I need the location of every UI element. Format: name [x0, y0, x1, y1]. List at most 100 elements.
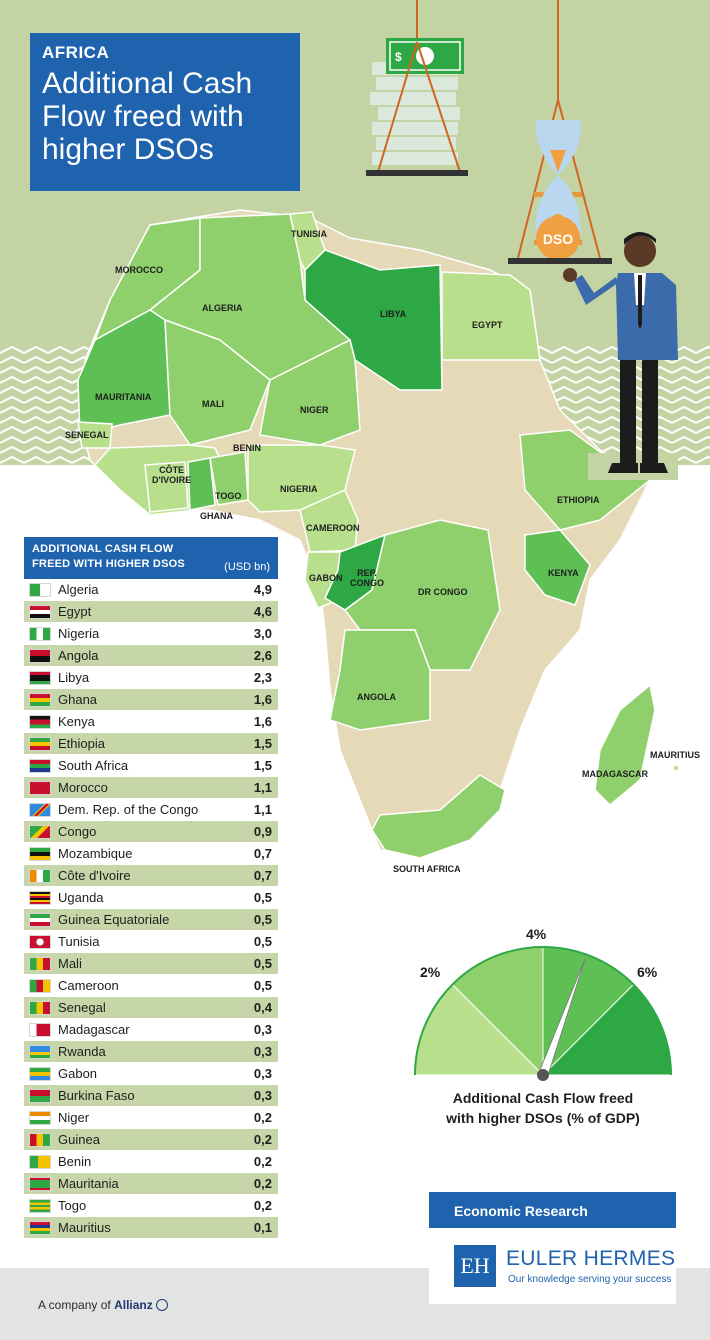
money-stack-icon: $: [370, 38, 464, 165]
table-row: South Africa 1,5: [24, 755, 278, 777]
flag-angola-icon: [29, 648, 51, 663]
country-value: 1,6: [253, 692, 272, 707]
title-kicker: AFRICA: [42, 43, 110, 62]
map-label-mauritius: MAURITIUS: [650, 750, 700, 760]
map-label-repcongo: REP. CONGO: [350, 568, 385, 588]
country-name: Congo: [58, 824, 97, 839]
country-name: Mozambique: [58, 846, 133, 861]
country-value: 0,5: [253, 978, 272, 993]
table-row: Mauritius 0,1: [24, 1217, 278, 1239]
table-row: Ghana 1,6: [24, 689, 278, 711]
country-name: Rwanda: [58, 1044, 106, 1059]
flag-burkina-faso-icon: [29, 1088, 51, 1103]
map-label-morocco: MOROCCO: [115, 265, 163, 275]
table-body: Algeria 4,9 Egypt 4,6 Nigeria 3,0 Angola 2,6 Lib…: [24, 579, 278, 1239]
map-label-togo: TOGO: [215, 491, 242, 501]
scale-dso-label: DSO: [543, 231, 573, 247]
country-value: 0,3: [253, 1088, 272, 1103]
country-name: Kenya: [58, 714, 95, 729]
allianz-credit: A company of Allianz: [38, 1298, 169, 1312]
country-name: Ghana: [58, 692, 98, 707]
mali-shape: [164, 318, 271, 446]
country-value: 0,1: [253, 1220, 272, 1235]
country-value: 0,4: [253, 1000, 272, 1015]
map-label-senegal: SENEGAL: [65, 430, 109, 440]
allianz-name: Allianz: [114, 1298, 153, 1312]
niger-shape: [259, 338, 361, 446]
map-label-southafrica: SOUTH AFRICA: [393, 864, 461, 874]
flag-ethiopia-icon: [29, 736, 51, 751]
country-name: Mali: [58, 956, 82, 971]
table-unit: (USD bn): [224, 561, 270, 573]
flag-gabon-icon: [29, 1066, 51, 1081]
country-name: Guinea Equatoriale: [58, 912, 170, 927]
country-value: 4,6: [253, 604, 272, 619]
country-name: Madagascar: [58, 1022, 130, 1037]
flag-c-te-d-ivoire-icon: [29, 868, 51, 883]
table-row: Angola 2,6: [24, 645, 278, 667]
map-label-nigeria: NIGERIA: [280, 484, 318, 494]
libya-shape: [304, 249, 443, 391]
flag-congo-icon: [29, 824, 51, 839]
gauge-caption: Additional Cash Flow freed with higher D…: [408, 1088, 678, 1128]
gauge-outline: [414, 946, 672, 1076]
flag-madagascar-icon: [29, 1022, 51, 1037]
country-name: Senegal: [58, 1000, 106, 1015]
table-row: Congo 0,9: [24, 821, 278, 843]
map-label-madagascar: MADAGASCAR: [582, 769, 648, 779]
country-value: 0,5: [253, 934, 272, 949]
mauritania-shape: [77, 309, 171, 436]
flag-benin-icon: [29, 1154, 51, 1169]
map-label-tunisia: TUNISIA: [291, 229, 327, 239]
flag-south-africa-icon: [29, 758, 51, 773]
gauge-tick-6: 6%: [637, 964, 658, 980]
map-label-niger: NIGER: [300, 405, 329, 415]
egypt-shape: [441, 271, 541, 361]
table-row: Guinea Equatoriale 0,5: [24, 909, 278, 931]
gauge-dial: [414, 946, 672, 1081]
country-value: 1,1: [253, 780, 272, 795]
economic-research-banner: Economic Research: [429, 1192, 676, 1228]
table-header: ADDITIONAL CASH FLOW FREED WITH HIGHER D…: [24, 537, 278, 579]
cote-divoire-shape: [144, 461, 189, 513]
country-name: Mauritania: [58, 1176, 119, 1191]
map-label-cameroon: CAMEROON: [306, 523, 360, 533]
gauge-tick-2: 2%: [420, 964, 441, 980]
country-value: 1,5: [253, 758, 272, 773]
table-row: Libya 2,3: [24, 667, 278, 689]
country-value: 0,3: [253, 1022, 272, 1037]
flag-dem-rep-of-the-congo-icon: [29, 802, 51, 817]
country-value: 1,6: [253, 714, 272, 729]
country-value: 0,7: [253, 868, 272, 883]
table-row: Mozambique 0,7: [24, 843, 278, 865]
map-label-drcongo: DR CONGO: [418, 587, 468, 597]
flag-uganda-icon: [29, 890, 51, 905]
flag-tunisia-icon: [29, 934, 51, 949]
cameroon-shape: [299, 489, 359, 553]
gauge-caption-line-1: Additional Cash Flow freed: [452, 1090, 634, 1106]
table-row: Rwanda 0,3: [24, 1041, 278, 1063]
allianz-logo-icon: [156, 1299, 169, 1311]
euler-hermes-logo-icon: EH: [454, 1245, 496, 1287]
country-value: 0,7: [253, 846, 272, 861]
country-name: Niger: [58, 1110, 90, 1125]
table-row: Morocco 1,1: [24, 777, 278, 799]
table-row: Senegal 0,4: [24, 997, 278, 1019]
flag-guinea-icon: [29, 1132, 51, 1147]
gauge-tick-4: 4%: [526, 926, 547, 942]
table-row: Niger 0,2: [24, 1107, 278, 1129]
map-label-ethiopia: ETHIOPIA: [557, 495, 600, 505]
country-value: 0,2: [253, 1154, 272, 1169]
table-row: Madagascar 0,3: [24, 1019, 278, 1041]
table-row: Côte d'Ivoire 0,7: [24, 865, 278, 887]
table-row: Uganda 0,5: [24, 887, 278, 909]
flag-nigeria-icon: [29, 626, 51, 641]
euler-hermes-logo-box: EH EULER HERMES Our knowledge serving yo…: [429, 1230, 676, 1304]
table-row: Cameroon 0,5: [24, 975, 278, 997]
flag-senegal-icon: [29, 1000, 51, 1015]
country-name: Nigeria: [58, 626, 100, 641]
table-row: Burkina Faso 0,3: [24, 1085, 278, 1107]
flag-rwanda-icon: [29, 1044, 51, 1059]
map-label-benin: BENIN: [233, 443, 262, 453]
country-name: Egypt: [58, 604, 92, 619]
